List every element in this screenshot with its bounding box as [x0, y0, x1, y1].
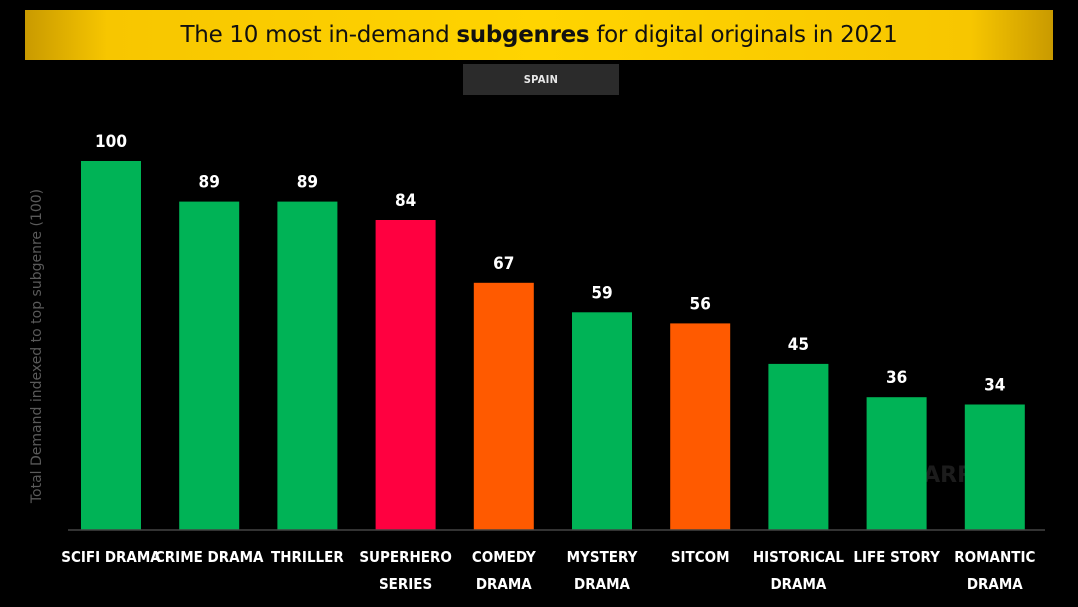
- region-tab: SPAIN: [463, 64, 619, 95]
- bars-group: [81, 161, 1025, 530]
- category-label-line: DRAMA: [574, 575, 630, 593]
- bar-3: [375, 220, 436, 530]
- bar-0: [81, 161, 141, 530]
- title-prefix: The 10 most in-demand: [180, 22, 450, 48]
- category-label-line: DRAMA: [476, 575, 532, 593]
- category-label-line: DRAMA: [967, 575, 1023, 593]
- category-label-line: SERIES: [379, 575, 432, 593]
- category-label-line: COMEDY: [472, 548, 536, 566]
- bar-value-label-5: 59: [591, 283, 612, 303]
- chart-title-banner: The 10 most in-demand subgenres for digi…: [25, 10, 1053, 60]
- category-label-3: SUPERHERO SERIES: [359, 548, 452, 593]
- category-label-8: LIFE STORY: [853, 548, 940, 566]
- category-label-4: COMEDY DRAMA: [472, 548, 536, 593]
- value-labels-group: 100 89 89 84 67 59 56 45 36 34: [95, 132, 1005, 396]
- category-label-line: ROMANTIC: [954, 548, 1035, 566]
- bar-value-label-3: 84: [395, 191, 416, 211]
- category-label-line: CRIME DRAMA: [155, 548, 264, 566]
- category-label-line: HISTORICAL: [753, 548, 844, 566]
- bar-7: [768, 363, 829, 530]
- bar-9: [964, 404, 1025, 530]
- category-label-2: THRILLER: [271, 548, 344, 566]
- region-label: SPAIN: [523, 73, 559, 86]
- category-label-line: DRAMA: [770, 575, 826, 593]
- bar-1: [179, 201, 240, 530]
- bar-value-label-4: 67: [493, 254, 514, 274]
- category-label-9: ROMANTIC DRAMA: [954, 548, 1035, 593]
- category-label-line: SUPERHERO: [359, 548, 452, 566]
- category-label-line: THRILLER: [271, 548, 344, 566]
- category-label-line: MYSTERY: [567, 548, 638, 566]
- category-label-0: SCIFI DRAMA: [61, 548, 161, 566]
- bar-value-label-7: 45: [788, 335, 809, 355]
- category-label-line: LIFE STORY: [853, 548, 940, 566]
- bar-value-label-6: 56: [690, 294, 711, 314]
- bar-value-label-1: 89: [199, 173, 220, 193]
- category-label-line: SITCOM: [671, 548, 730, 566]
- bar-2: [277, 201, 338, 530]
- category-label-1: CRIME DRAMA: [155, 548, 264, 566]
- bar-value-label-9: 34: [984, 376, 1005, 396]
- bar-value-label-8: 36: [886, 368, 907, 388]
- bar-8: [866, 397, 927, 530]
- title-suffix: for digital originals in 2021: [596, 22, 898, 48]
- bar-value-label-2: 89: [297, 173, 318, 193]
- bar-4: [473, 282, 534, 530]
- category-label-6: SITCOM: [671, 548, 730, 566]
- bar-6: [670, 323, 731, 530]
- category-label-5: MYSTERY DRAMA: [567, 548, 638, 593]
- bar-value-label-0: 100: [95, 132, 127, 152]
- bar-5: [572, 312, 632, 530]
- title-bold: subgenres: [456, 22, 590, 48]
- category-label-7: HISTORICAL DRAMA: [753, 548, 844, 593]
- category-label-line: SCIFI DRAMA: [61, 548, 161, 566]
